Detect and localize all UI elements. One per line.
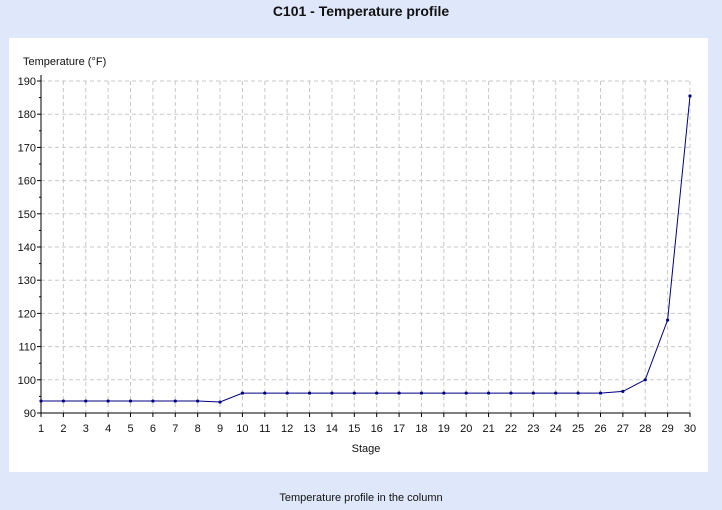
data-point xyxy=(397,391,401,395)
y-tick-label: 90 xyxy=(24,408,36,420)
series-layer xyxy=(39,94,692,404)
data-point xyxy=(464,391,468,395)
x-tick-label: 17 xyxy=(393,423,405,435)
data-point xyxy=(173,399,177,403)
grid-layer xyxy=(41,80,691,413)
data-point xyxy=(196,399,200,403)
data-point xyxy=(598,391,603,395)
x-tick-label: 27 xyxy=(617,423,629,435)
x-tick-label: 11 xyxy=(259,423,270,435)
y-tick-label: 160 xyxy=(18,176,36,188)
y-axis-label: Temperature (°F) xyxy=(23,56,106,68)
axes-layer: 1 2 3 4 5 6 7 8 9 10 11 12 13 14 15 16 17 18 19 20 21 22 23 24 2… xyxy=(18,75,696,435)
plot-panel xyxy=(9,38,708,472)
data-point xyxy=(106,399,110,403)
y-tick-label: 140 xyxy=(18,242,36,254)
data-point xyxy=(352,391,356,395)
x-tick-label: 25 xyxy=(572,423,584,435)
chart-svg: 1 2 3 4 5 6 7 8 9 10 11 12 13 14 15 16 17 18 19 20 21 22 23 24 2… xyxy=(18,56,696,455)
data-point xyxy=(576,391,580,395)
y-tick-label: 120 xyxy=(18,308,36,320)
data-point xyxy=(419,391,424,395)
data-point xyxy=(375,391,379,395)
x-tick-label: 3 xyxy=(83,423,89,435)
x-tick-label: 29 xyxy=(661,423,673,435)
y-tick-label: 100 xyxy=(18,375,36,387)
data-point xyxy=(128,399,133,403)
data-point xyxy=(330,391,334,395)
x-tick-label: 20 xyxy=(460,423,472,435)
data-point xyxy=(39,399,43,403)
data-point xyxy=(285,391,289,395)
x-tick-label: 14 xyxy=(326,423,338,435)
x-tick-label: 19 xyxy=(438,423,450,435)
chart-title: C101 - Temperature profile xyxy=(272,3,450,19)
y-tick-label: 190 xyxy=(18,76,36,88)
data-point xyxy=(643,378,647,382)
x-tick-label: 15 xyxy=(348,423,360,435)
y-tick-label: 150 xyxy=(18,209,36,221)
x-tick-label: 13 xyxy=(303,423,315,435)
data-point xyxy=(688,94,692,98)
x-tick-label: 8 xyxy=(195,423,201,435)
y-tick-label: 130 xyxy=(18,275,36,287)
data-point xyxy=(218,400,222,404)
data-point xyxy=(666,318,670,322)
x-tick-label: 16 xyxy=(371,423,383,435)
x-tick-label: 26 xyxy=(594,423,606,435)
x-tick-label: 10 xyxy=(236,423,248,435)
x-tick-label: 12 xyxy=(281,423,293,435)
x-tick-label: 30 xyxy=(684,423,696,435)
data-point xyxy=(621,389,625,394)
data-point xyxy=(554,391,558,395)
data-point xyxy=(442,391,446,395)
x-tick-label: 22 xyxy=(505,423,517,435)
y-tick-label: 110 xyxy=(18,342,36,354)
x-tick-label: 9 xyxy=(217,423,223,435)
data-point xyxy=(84,399,88,403)
data-point xyxy=(531,391,535,395)
x-tick-label: 4 xyxy=(105,423,111,435)
x-tick-label: 5 xyxy=(127,423,133,435)
x-tick-label: 1 xyxy=(38,423,44,435)
y-tick-label: 170 xyxy=(18,142,36,154)
x-tick-label: 23 xyxy=(527,423,539,435)
chart-caption: Temperature profile in the column xyxy=(279,492,443,504)
data-point xyxy=(509,391,513,395)
x-tick-label: 24 xyxy=(550,423,562,435)
data-point xyxy=(151,399,155,403)
data-point xyxy=(486,391,491,395)
data-point xyxy=(61,399,65,403)
series-line xyxy=(41,95,691,403)
x-tick-label: 6 xyxy=(150,423,156,435)
x-tick-label: 18 xyxy=(415,423,427,435)
x-tick-label: 2 xyxy=(60,423,66,435)
x-tick-label: 28 xyxy=(639,423,651,435)
x-axis-label: Stage xyxy=(352,443,381,455)
x-tick-label: 7 xyxy=(172,423,178,435)
x-tick-label: 21 xyxy=(482,423,494,435)
data-point xyxy=(263,391,267,395)
data-point xyxy=(307,391,312,395)
y-tick-label: 180 xyxy=(18,109,36,121)
data-point xyxy=(240,391,245,395)
